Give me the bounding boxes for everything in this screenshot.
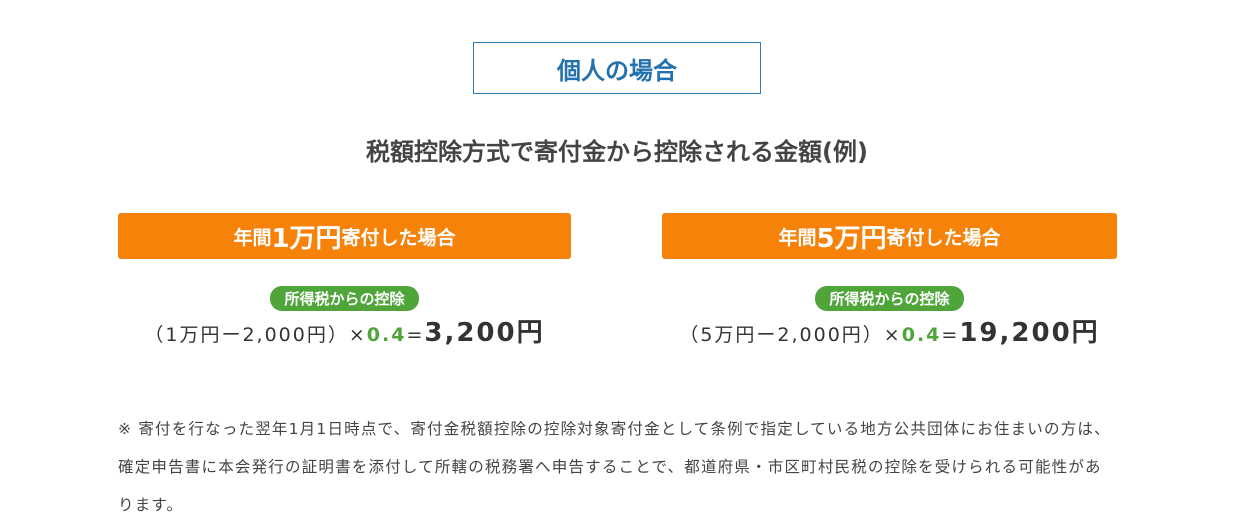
footnote: ※ 寄付を行なった翌年1月1日時点で、寄付金税額控除の控除対象寄付金として条例で… <box>118 420 1111 514</box>
case-label-pre: 年間 <box>778 226 817 249</box>
result: 3,200円 <box>424 318 545 348</box>
deduction-badge: 所得税からの控除 <box>270 286 419 311</box>
case-label-post: 寄付した場合 <box>886 226 1001 249</box>
deduction-badge: 所得税からの控除 <box>815 286 964 311</box>
formula: （1万円ー2,000円）×0.4=3,200円 <box>118 312 571 349</box>
case-header: 年間 1万円 寄付した場合 <box>118 213 571 259</box>
section-heading: 個人の場合 <box>473 42 761 94</box>
formula: （5万円ー2,000円）×0.4=19,200円 <box>662 312 1117 349</box>
case-1: 年間 1万円 寄付した場合 所得税からの控除 （1万円ー2,000円）×0.4=3,… <box>118 213 571 349</box>
formula-text: （1万円ー2,000円）× <box>144 324 367 346</box>
case-label-post: 寄付した場合 <box>341 226 456 249</box>
rate: 0.4 <box>366 324 407 346</box>
rate: 0.4 <box>901 324 942 346</box>
case-amount: 1万円 <box>271 223 342 254</box>
formula-text: （5万円ー2,000円）× <box>679 324 902 346</box>
case-header: 年間 5万円 寄付した場合 <box>662 213 1117 259</box>
subtitle: 税額控除方式で寄付金から控除される金額(例) <box>366 138 868 166</box>
case-label-pre: 年間 <box>233 226 272 249</box>
result: 19,200円 <box>959 318 1100 348</box>
case-2: 年間 5万円 寄付した場合 所得税からの控除 （5万円ー2,000円）×0.4=19… <box>662 213 1117 349</box>
case-amount: 5万円 <box>816 223 887 254</box>
equals: = <box>941 324 960 346</box>
equals: = <box>406 324 425 346</box>
